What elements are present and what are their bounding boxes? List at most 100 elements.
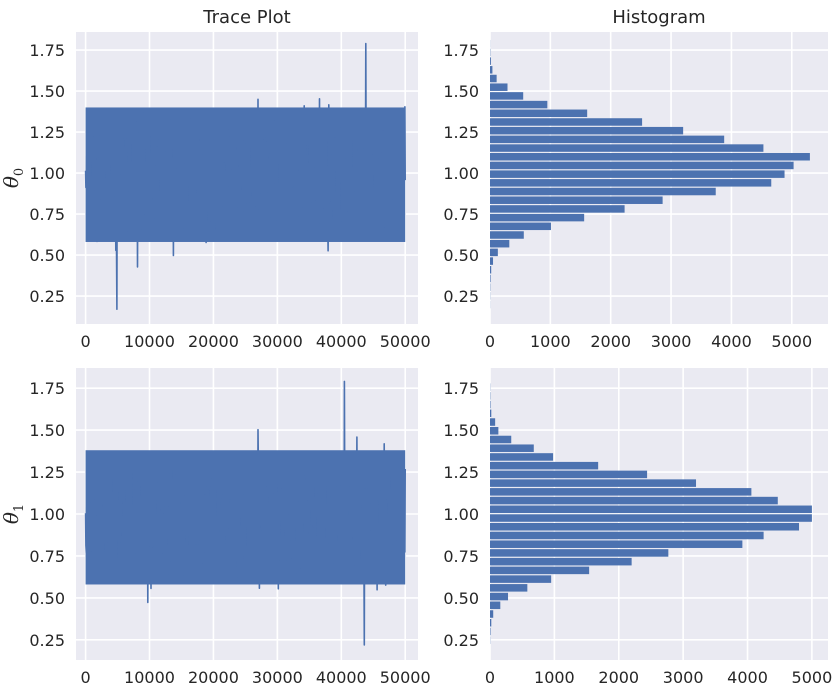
y-tick-label: 1.50 [443, 421, 479, 440]
y-tick-label: 1.00 [443, 164, 479, 183]
histogram-bar [490, 557, 632, 566]
y-tick-label: 1.25 [29, 463, 65, 482]
x-tick-label: 0 [80, 668, 90, 687]
y-tick-label: 0.50 [443, 589, 479, 608]
histogram-bar [490, 610, 494, 618]
panel-1: 0 10000 20000 30000 40000 50000 0.25 0.50 0.75 1.… [0, 7, 431, 351]
x-tick-label: 2000 [590, 332, 631, 351]
y-tick-label: 0.75 [29, 547, 65, 566]
histogram-bar [490, 418, 496, 426]
y-tick-label: 0.50 [443, 246, 479, 265]
histogram-bar [490, 109, 588, 118]
histogram-bar [490, 205, 625, 213]
histogram-bar [490, 196, 663, 204]
y-tick-label: 1.25 [29, 123, 65, 142]
x-tick-label: 1000 [530, 332, 571, 351]
y-tick-label: 1.00 [29, 505, 65, 524]
histogram-bar [490, 135, 725, 144]
trace-line [84, 380, 406, 646]
histogram-bar [490, 161, 794, 170]
histogram-bar [490, 231, 524, 239]
histogram-bar [490, 83, 508, 91]
histogram-bar [490, 92, 524, 100]
histogram-bar [490, 179, 772, 187]
x-tick-label: 5000 [792, 668, 833, 687]
histogram-bar [490, 453, 554, 461]
x-tick-label: 4000 [727, 668, 768, 687]
panel-2: 0 1000 2000 3000 4000 5000 0.25 0.50 0.75 1.00 1.2… [443, 7, 828, 351]
x-tick-label: 4000 [711, 332, 752, 351]
y-tick-label: 1.00 [443, 505, 479, 524]
x-tick-label: 2000 [598, 668, 639, 687]
x-tick-label: 20000 [188, 332, 239, 351]
histogram-bar [490, 601, 501, 610]
y-tick-label: 0.75 [443, 547, 479, 566]
histogram-bar [490, 153, 810, 161]
histogram-bar [490, 100, 548, 109]
x-tick-label: 30000 [252, 668, 303, 687]
histogram-bar [490, 479, 697, 487]
x-tick-label: 0 [485, 332, 495, 351]
y-tick-label: 1.75 [29, 379, 65, 398]
histogram-bar [490, 444, 534, 452]
y-tick-label: 1.50 [29, 421, 65, 440]
y-axis-label-subscript: 1 [12, 504, 27, 512]
panel-title: Trace Plot [202, 7, 290, 28]
x-tick-label: 50000 [380, 668, 431, 687]
histogram-bar [490, 461, 599, 470]
histogram-bar [490, 505, 812, 514]
histogram-bar [490, 222, 551, 231]
histogram-bar [490, 540, 743, 548]
x-tick-label: 3000 [651, 332, 692, 351]
histogram-bar [490, 126, 684, 135]
y-tick-label: 1.00 [29, 164, 65, 183]
histogram-bar [490, 248, 498, 257]
x-tick-label: 40000 [316, 332, 367, 351]
x-tick-label: 10000 [124, 332, 175, 351]
y-axis-label: θ1 [0, 504, 27, 524]
histogram-bar [490, 531, 764, 540]
y-tick-label: 0.75 [29, 205, 65, 224]
y-tick-label: 0.50 [29, 246, 65, 265]
histogram-bar [490, 74, 497, 83]
histogram-bar [490, 488, 752, 496]
y-tick-label: 0.25 [29, 287, 65, 306]
histogram-bar [490, 409, 492, 418]
trace-line [84, 42, 406, 310]
y-tick-label: 1.75 [443, 41, 479, 60]
histogram-bar [490, 257, 494, 265]
x-tick-label: 20000 [188, 668, 239, 687]
histogram-bar [490, 566, 590, 575]
y-axis-label-symbol: θ [0, 512, 23, 524]
x-tick-label: 1000 [534, 668, 575, 687]
y-tick-label: 0.25 [443, 287, 479, 306]
histogram-bar [490, 144, 764, 152]
x-tick-label: 40000 [316, 668, 367, 687]
histogram-bar [490, 522, 800, 531]
histogram-bar [490, 66, 493, 74]
histogram-bar [490, 274, 491, 283]
x-tick-label: 0 [485, 668, 495, 687]
y-tick-label: 1.50 [443, 82, 479, 101]
histogram-bar [490, 435, 512, 444]
y-tick-label: 1.25 [443, 123, 479, 142]
x-tick-label: 5000 [771, 332, 812, 351]
histogram-bar [490, 57, 491, 65]
histogram-bar [490, 187, 716, 196]
y-tick-label: 1.25 [443, 463, 479, 482]
histogram-bar [490, 239, 510, 248]
y-axis-label: θ0 [0, 168, 27, 188]
histogram-bar [490, 170, 785, 178]
y-tick-label: 1.75 [443, 379, 479, 398]
y-tick-label: 1.50 [29, 82, 65, 101]
y-tick-label: 1.75 [29, 41, 65, 60]
y-tick-label: 0.25 [29, 631, 65, 650]
plot-area [490, 32, 828, 324]
histogram-bar [490, 618, 492, 627]
histogram-bar [490, 514, 812, 522]
histogram-bar [490, 400, 491, 409]
y-tick-label: 0.50 [29, 589, 65, 608]
y-axis-label-symbol: θ [0, 176, 23, 188]
histogram-bar [490, 575, 552, 583]
